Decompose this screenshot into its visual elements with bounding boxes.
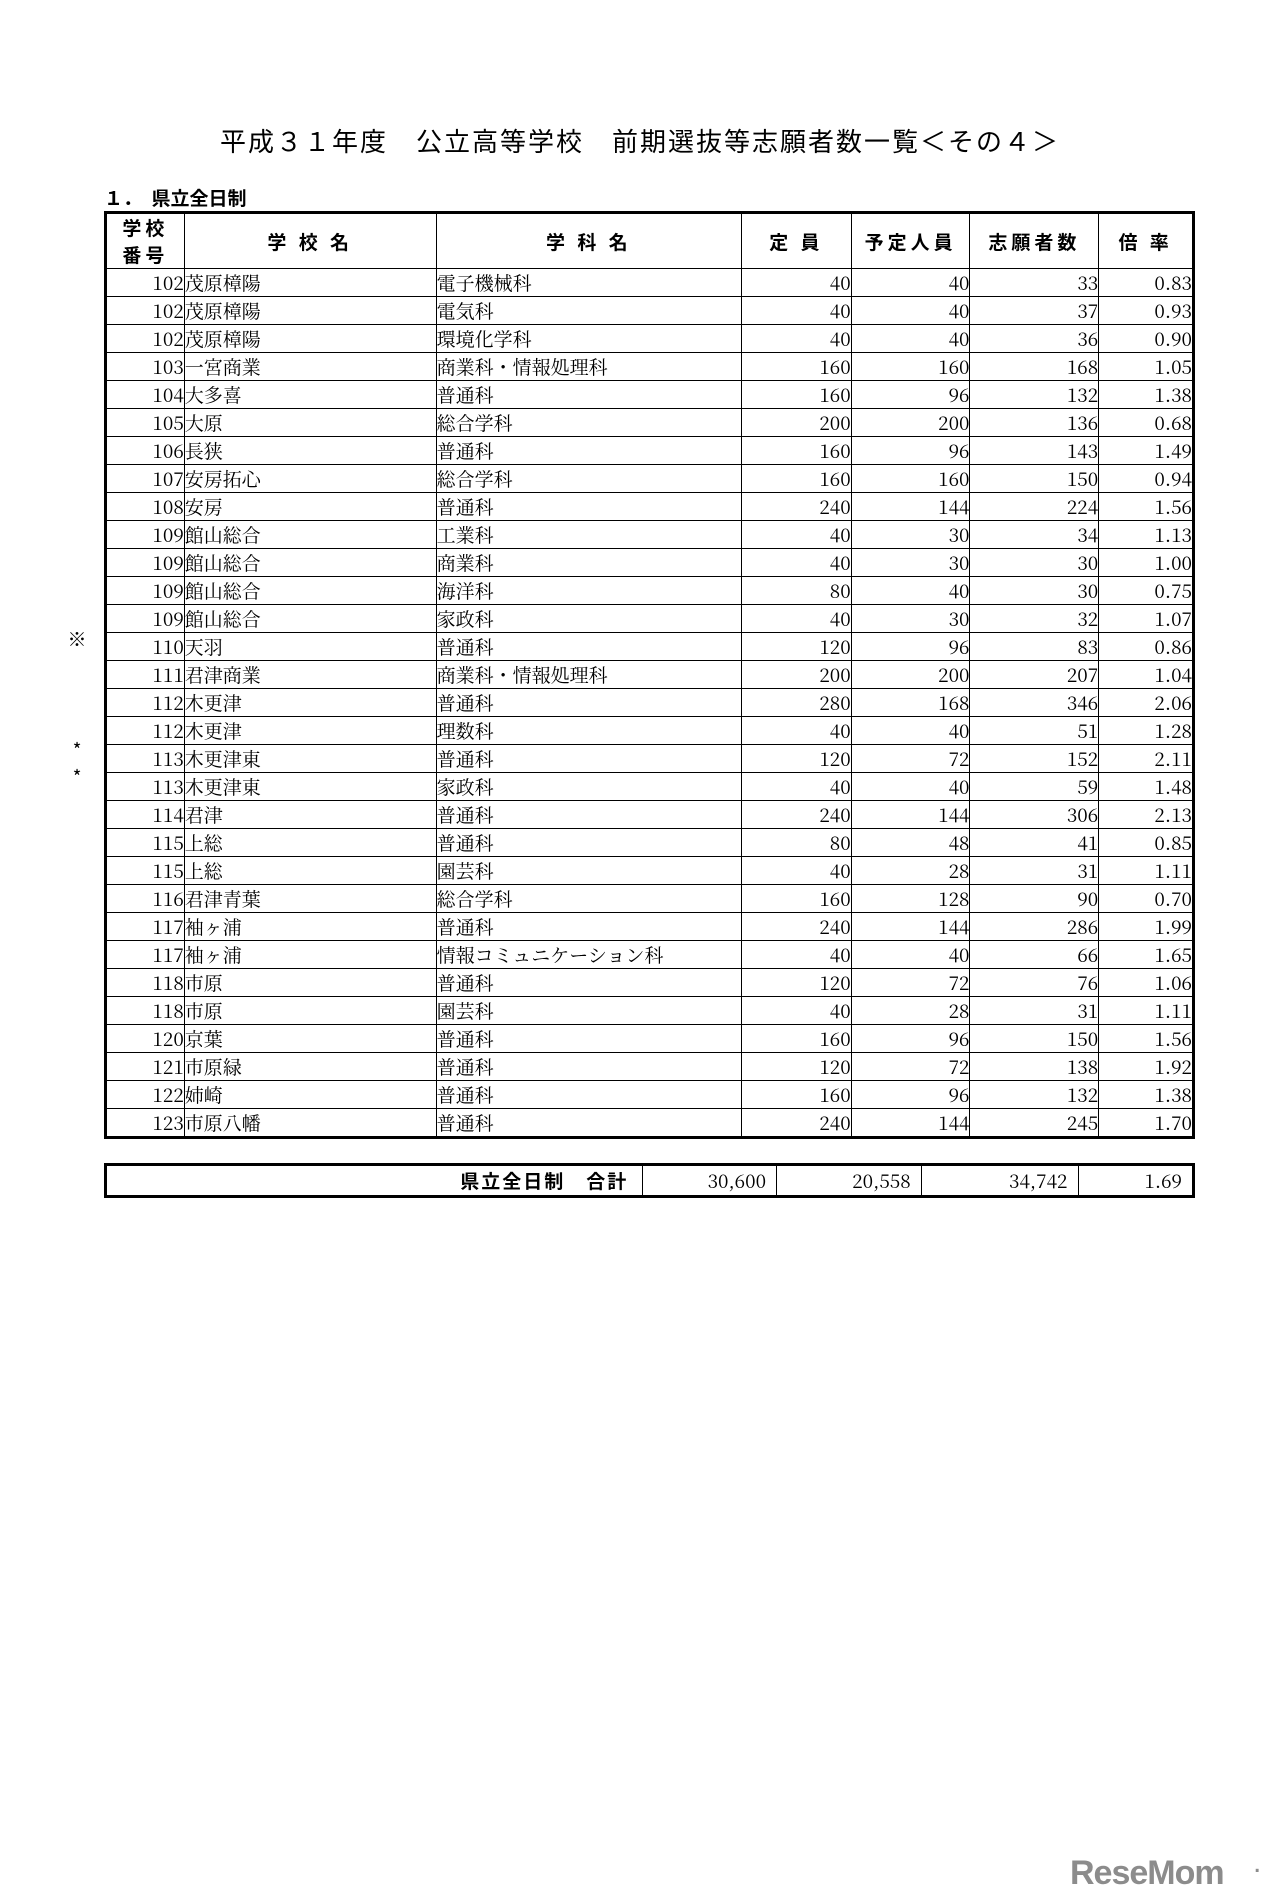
svg-text:.: .	[1253, 1852, 1260, 1879]
svg-text:ReseMom: ReseMom	[1070, 1854, 1224, 1892]
